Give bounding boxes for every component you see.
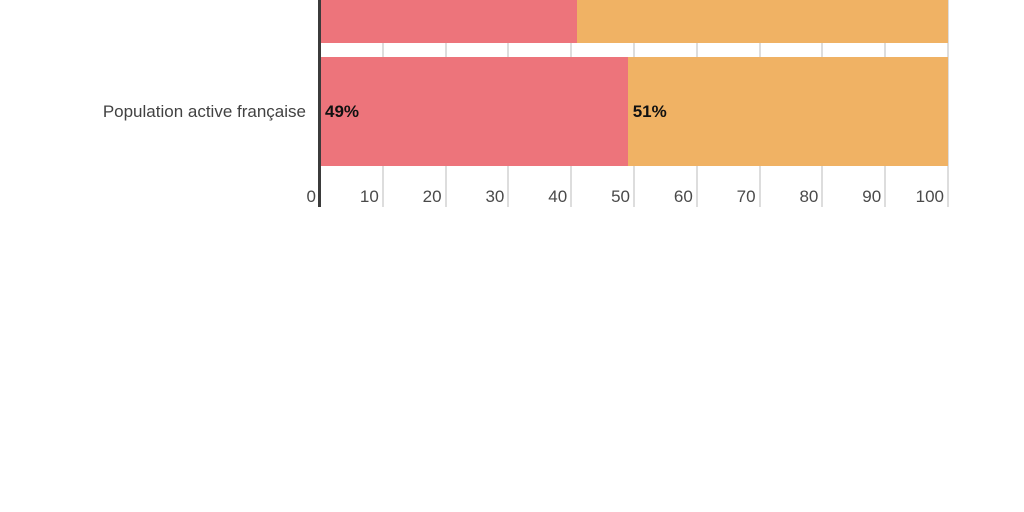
value-label: 51% <box>632 101 667 121</box>
x-tick-label: 70 <box>736 187 756 206</box>
bar-segment-red <box>320 57 628 166</box>
x-tick-label: 50 <box>611 187 630 206</box>
bar-segment-orange <box>577 0 948 43</box>
bar-segment-red <box>320 0 578 43</box>
x-tick-label: 90 <box>862 187 882 206</box>
x-tick-label: 20 <box>422 187 442 206</box>
x-tick-label: 10 <box>359 187 379 206</box>
gridline <box>947 0 949 207</box>
x-tick-label: 60 <box>673 187 693 206</box>
x-tick-label: 40 <box>548 187 568 206</box>
x-tick-label: 80 <box>799 187 819 206</box>
value-label: 49% <box>325 101 360 121</box>
x-tick-label: 30 <box>485 187 505 206</box>
y-axis-line <box>318 0 321 207</box>
x-tick-label: 0 <box>306 187 316 206</box>
category-label: Population active française <box>102 102 306 121</box>
x-tick-label: 100 <box>915 187 944 206</box>
bar-segment-orange <box>627 57 948 166</box>
